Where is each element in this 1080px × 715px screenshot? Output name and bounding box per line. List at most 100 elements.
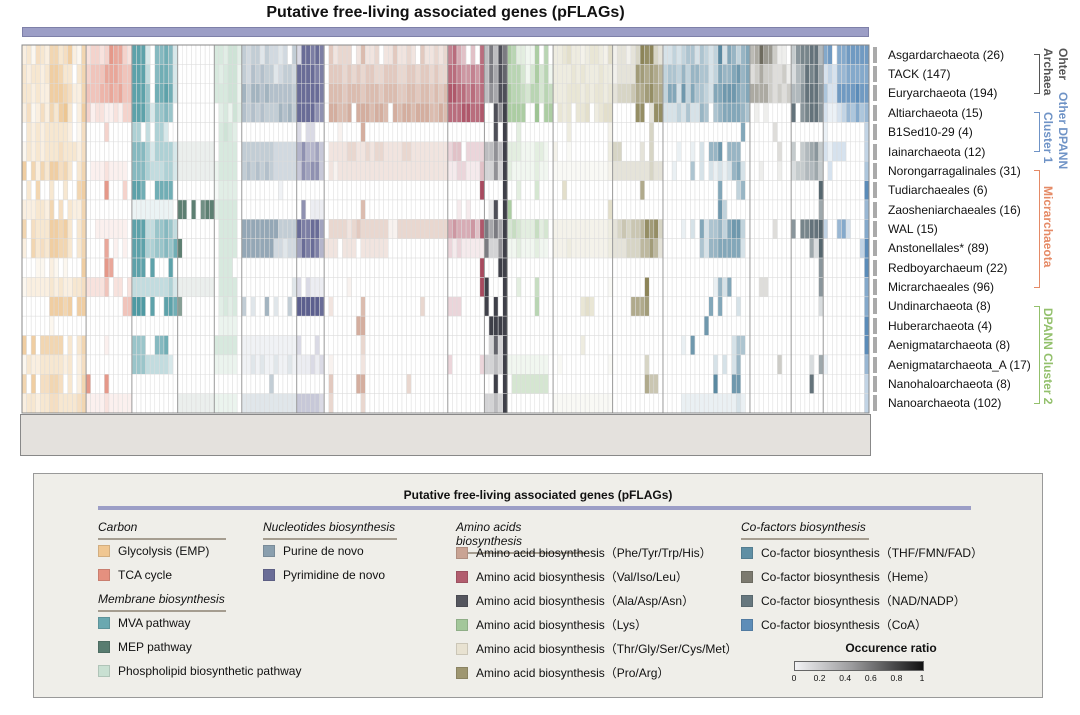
heatmap-cell — [53, 64, 59, 84]
heatmap-cell — [690, 257, 696, 278]
heatmap-cell — [337, 277, 343, 298]
heatmap-cell — [703, 64, 710, 84]
heatmap-cell — [268, 122, 275, 143]
heatmap-cell — [397, 354, 403, 375]
heatmap-cell — [562, 296, 568, 317]
heatmap-cell — [694, 354, 700, 375]
heatmap-cell — [72, 277, 78, 298]
heatmap-cell — [658, 277, 664, 298]
heatmap-cell — [127, 393, 133, 414]
heatmap-cell — [218, 219, 224, 239]
heatmap-cell — [465, 335, 471, 356]
heatmap-cell — [383, 393, 389, 414]
heatmap-cell — [708, 393, 714, 414]
heatmap-cell — [552, 199, 558, 220]
heatmap-cell — [809, 219, 815, 239]
heatmap-cell — [630, 257, 636, 278]
heatmap-cell — [282, 296, 288, 317]
heatmap-cell — [104, 296, 110, 317]
heatmap-cell — [346, 199, 352, 220]
heatmap-cell — [681, 374, 687, 394]
heatmap-cell — [67, 102, 73, 123]
heatmap-cell — [273, 83, 279, 104]
heatmap-cell — [855, 277, 861, 298]
heatmap-cell — [662, 374, 668, 394]
heatmap-cell — [415, 277, 421, 298]
heatmap-cell — [626, 354, 632, 375]
heatmap-cell — [475, 83, 481, 104]
heatmap-cell — [690, 160, 696, 181]
heatmap-cell — [580, 257, 586, 278]
heatmap-cell — [67, 44, 73, 65]
heatmap-cell — [475, 277, 481, 298]
heatmap-cell — [580, 122, 586, 143]
legend-section-heading: Co-factors biosynthesis — [741, 520, 869, 540]
heatmap-cell — [232, 64, 238, 84]
heatmap-cell — [786, 257, 792, 278]
heatmap-cell — [685, 64, 691, 84]
heatmap-cell — [539, 219, 545, 239]
heatmap-cell — [534, 122, 540, 143]
heatmap-cell — [580, 335, 586, 356]
heatmap-cell — [429, 335, 435, 356]
heatmap-cell — [571, 219, 577, 239]
colorbar-tick: 0.4 — [839, 673, 852, 683]
heatmap-cell — [346, 64, 352, 84]
heatmap-cell — [781, 180, 787, 201]
heatmap-cell — [30, 354, 36, 375]
heatmap-cell — [232, 122, 238, 143]
heatmap-cell — [717, 296, 723, 317]
heatmap-cell — [255, 122, 261, 143]
heatmap-cell — [273, 219, 279, 239]
heatmap-cell — [337, 315, 343, 336]
heatmap-cell — [323, 277, 330, 298]
heatmap-cell — [520, 64, 526, 84]
heatmap-cell — [768, 102, 774, 123]
heatmap-cell — [44, 374, 50, 394]
heatmap-cell — [282, 199, 288, 220]
heatmap-cell — [420, 257, 426, 278]
heatmap-cell — [108, 277, 114, 298]
heatmap-cell — [149, 122, 156, 143]
heatmap-cell — [676, 180, 682, 201]
heatmap-cell — [159, 277, 165, 298]
heatmap-cell — [108, 44, 114, 65]
heatmap-cell — [310, 354, 316, 375]
heatmap-cell — [713, 102, 719, 123]
heatmap-cell — [516, 219, 522, 239]
heatmap-cell — [195, 83, 201, 104]
heatmap-cell — [85, 180, 91, 201]
heatmap-cell — [795, 238, 801, 259]
heatmap-cell — [401, 180, 407, 201]
heatmap-cell — [475, 44, 481, 65]
heatmap-cell — [406, 335, 412, 356]
heatmap-cell — [337, 141, 343, 162]
heatmap-cell — [507, 374, 513, 394]
heatmap-cell — [562, 335, 568, 356]
heatmap-cell — [864, 335, 870, 356]
heatmap-cell — [630, 199, 636, 220]
heatmap-cell — [781, 393, 787, 414]
heatmap-cell — [475, 199, 481, 220]
heatmap-cell — [671, 102, 677, 123]
heatmap-cell — [438, 160, 444, 181]
heatmap-cell — [768, 374, 774, 394]
heatmap-cell — [296, 44, 302, 65]
heatmap-cell — [502, 122, 508, 143]
heatmap-cell — [53, 393, 59, 414]
heatmap-cell — [859, 257, 865, 278]
heatmap-cell — [790, 238, 796, 259]
heatmap-cell — [415, 219, 421, 239]
heatmap-cell — [694, 374, 700, 394]
heatmap-cell — [149, 219, 156, 239]
heatmap-cell — [639, 315, 645, 336]
heatmap-cell — [223, 160, 229, 181]
heatmap-cell — [72, 122, 78, 143]
heatmap-cell — [671, 219, 677, 239]
heatmap-cell — [735, 83, 742, 104]
heatmap-border — [21, 44, 870, 414]
heatmap-cell — [690, 64, 696, 84]
heatmap-cell — [717, 238, 723, 259]
heatmap-cell — [127, 102, 133, 123]
heatmap-cell — [90, 180, 96, 201]
